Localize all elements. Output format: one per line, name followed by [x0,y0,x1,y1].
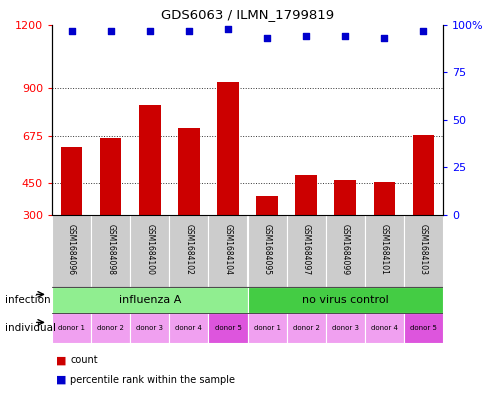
Bar [325,215,364,287]
Bar [247,313,286,343]
Bar [100,138,121,278]
Text: donor 1: donor 1 [58,325,85,331]
Bar [364,313,403,343]
Bar [247,287,442,313]
Point [68,28,76,34]
Text: ■: ■ [56,375,66,385]
Text: no virus control: no virus control [301,295,388,305]
Point [263,35,271,41]
Bar [403,313,442,343]
Point [341,33,348,40]
Text: donor 2: donor 2 [292,325,319,331]
Text: ■: ■ [56,355,66,365]
Point [184,28,192,34]
Bar [130,215,169,287]
Point [379,35,387,41]
Bar [364,215,403,287]
Bar [217,82,238,278]
Bar [286,313,325,343]
Point [302,33,309,40]
Text: GSM1684099: GSM1684099 [340,224,349,275]
Bar [412,135,433,278]
Title: GDS6063 / ILMN_1799819: GDS6063 / ILMN_1799819 [161,8,333,21]
Text: donor 4: donor 4 [175,325,202,331]
Text: GSM1684104: GSM1684104 [223,224,232,275]
Bar [60,147,82,278]
Bar [52,287,247,313]
Text: GSM1684097: GSM1684097 [301,224,310,275]
Bar [286,215,325,287]
Bar [52,215,91,287]
Text: GSM1684101: GSM1684101 [379,224,388,275]
Text: donor 4: donor 4 [370,325,397,331]
Bar [178,129,199,278]
Text: GSM1684095: GSM1684095 [262,224,271,275]
Bar [247,215,286,287]
Text: donor 2: donor 2 [97,325,124,331]
Bar [325,313,364,343]
Text: influenza A: influenza A [118,295,181,305]
Point [106,28,114,34]
Point [224,26,231,32]
Text: GSM1684103: GSM1684103 [418,224,427,275]
Bar [373,182,394,278]
Text: donor 3: donor 3 [136,325,163,331]
Bar [169,313,208,343]
Bar [208,313,247,343]
Bar [256,196,277,278]
Bar [139,105,160,278]
Bar [208,215,247,287]
Bar [91,215,130,287]
Bar [403,215,442,287]
Text: percentile rank within the sample: percentile rank within the sample [70,375,235,385]
Bar [169,215,208,287]
Bar [130,313,169,343]
Bar [52,313,91,343]
Text: donor 1: donor 1 [253,325,280,331]
Bar [334,180,355,278]
Text: infection: infection [5,295,50,305]
Text: GSM1684100: GSM1684100 [145,224,154,275]
Text: count: count [70,355,98,365]
Text: donor 5: donor 5 [214,325,241,331]
Text: individual: individual [5,323,56,333]
Text: GSM1684098: GSM1684098 [106,224,115,275]
Text: GSM1684096: GSM1684096 [67,224,76,275]
Bar [91,313,130,343]
Text: donor 3: donor 3 [331,325,358,331]
Text: GSM1684102: GSM1684102 [184,224,193,275]
Text: donor 5: donor 5 [409,325,436,331]
Point [146,28,153,34]
Bar [295,175,316,278]
Point [419,28,426,34]
